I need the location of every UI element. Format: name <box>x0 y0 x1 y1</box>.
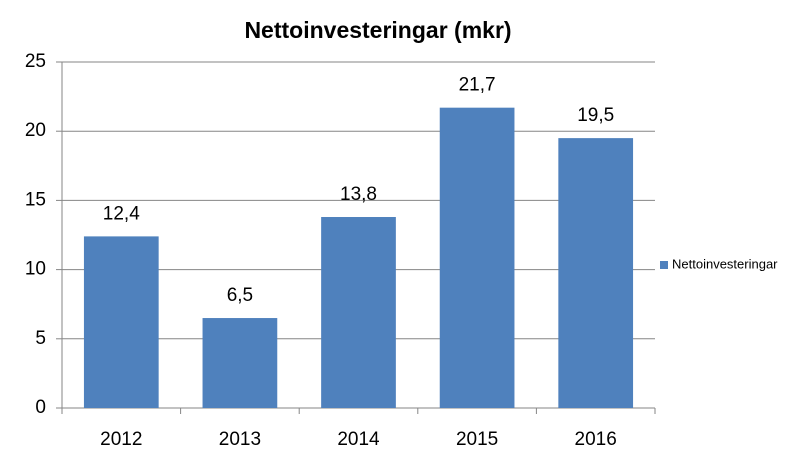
bar <box>321 217 396 408</box>
y-tick-label: 15 <box>25 189 46 210</box>
y-tick-label: 25 <box>25 51 46 72</box>
data-label: 6,5 <box>227 285 253 306</box>
y-tick-label: 10 <box>25 259 46 280</box>
bar <box>439 107 515 408</box>
x-tick-label: 2015 <box>456 429 498 450</box>
x-tick-label: 2013 <box>219 429 261 450</box>
y-tick-label: 20 <box>25 120 46 141</box>
legend-swatch <box>660 261 668 269</box>
bar <box>558 138 634 408</box>
data-label: 13,8 <box>340 184 377 205</box>
y-tick-label: 5 <box>35 328 46 349</box>
bar <box>202 318 278 408</box>
y-tick-label: 0 <box>35 397 46 418</box>
data-label: 21,7 <box>459 75 496 96</box>
x-tick-label: 2014 <box>337 429 380 450</box>
chart-title: Nettoinvesteringar (mkr) <box>244 17 511 43</box>
data-label: 19,5 <box>577 105 614 126</box>
data-label: 12,4 <box>103 203 140 224</box>
legend-label: Nettoinvesteringar <box>672 256 778 271</box>
bar <box>83 236 159 408</box>
x-tick-label: 2016 <box>575 429 617 450</box>
x-tick-label: 2012 <box>100 429 142 450</box>
